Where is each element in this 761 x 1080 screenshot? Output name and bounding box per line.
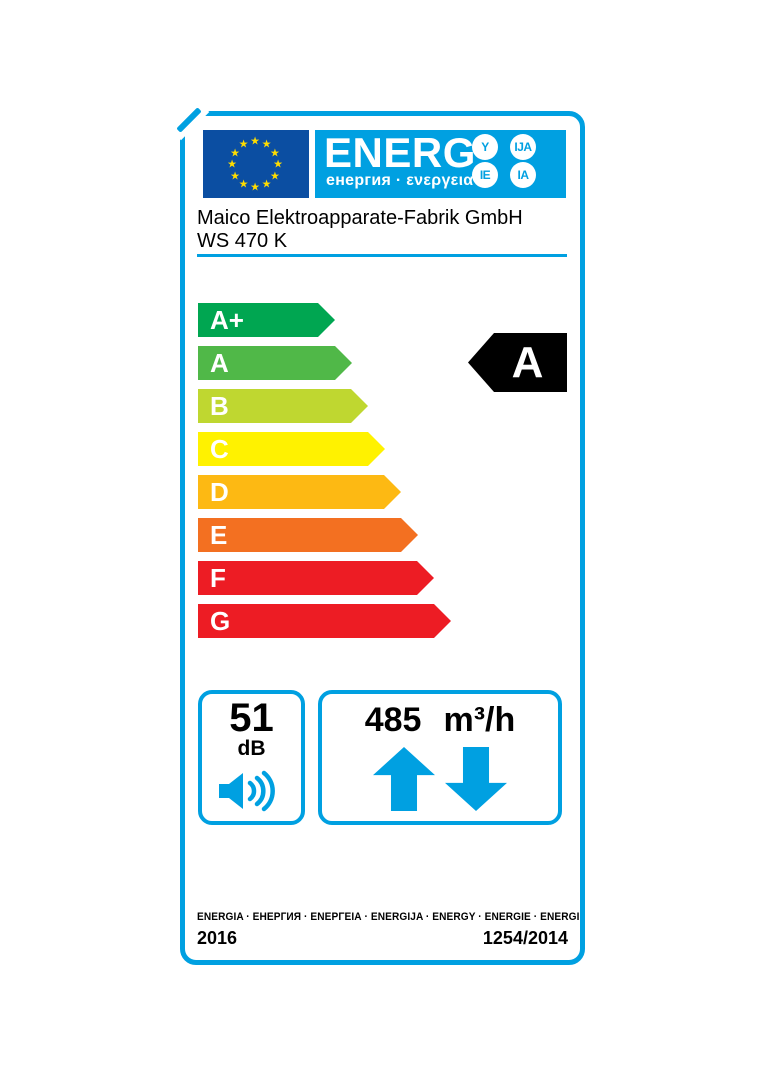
eu-star-icon: ★ (230, 146, 241, 159)
scale-row-f: F (198, 561, 434, 595)
scale-row-d: D (198, 475, 401, 509)
scale-row-g: G (198, 604, 451, 638)
supplier-name: Maico Elektroapparate-Fabrik GmbH (197, 207, 523, 229)
scale-grade-label: D (210, 477, 229, 507)
energ-logo-subtext: енергия · ενεργεια (326, 172, 474, 189)
scale-grade-label: F (210, 563, 226, 593)
noise-value: 51 (229, 696, 274, 740)
eu-star-icon: ★ (238, 137, 249, 151)
logo-suffix-ia: IA (510, 162, 536, 188)
model-name: WS 470 K (197, 230, 288, 252)
scale-row-c: C (198, 432, 385, 466)
scale-row-a: A (198, 346, 352, 380)
scale-grade-label: G (210, 606, 231, 636)
scale-row-e: E (198, 518, 418, 552)
energy-label: ★ ★ ★ ★ ★ ★ ★ ★ ★ ★ ★ ★ ENERG енергия · … (152, 83, 585, 965)
airflow-box: 485 m³/h (318, 690, 562, 825)
noise-unit: dB (237, 737, 266, 760)
eu-star-icon: ★ (261, 137, 272, 151)
speaker-icon (217, 768, 287, 819)
eu-star-icon: ★ (250, 134, 260, 148)
energ-logo: ENERG енергия · ενεργεια Y IJA IE IA (315, 129, 566, 198)
eu-star-icon: ★ (261, 177, 272, 191)
scale-grade-label: E (210, 520, 228, 550)
supplier-block: Maico Elektroapparate-Fabrik GmbH WS 470… (197, 207, 577, 253)
footer-languages: ENERGIA · ЕНЕРГИЯ · ΕΝΕΡΓΕΙΑ · ENERGIJA … (197, 911, 580, 923)
scale-row-b: B (198, 389, 368, 423)
scale-grade-label: A (210, 348, 229, 378)
rating-arrow: A (468, 333, 567, 392)
eu-star-icon: ★ (238, 177, 249, 191)
noise-box: 51 dB (198, 690, 305, 825)
eu-star-icon: ★ (227, 157, 237, 171)
airflow-unit: m³/h (443, 701, 516, 739)
rating-grade-label: A (511, 337, 544, 387)
energ-logo-text: ENERG (324, 129, 476, 176)
airflow-value: 485 (364, 701, 422, 739)
eu-star-icon: ★ (230, 169, 241, 182)
scale-grade-label: A+ (210, 305, 244, 335)
logo-suffix-y: Y (472, 134, 498, 160)
eu-star-icon: ★ (273, 157, 283, 171)
footer-year: 2016 (197, 928, 238, 948)
scale-row-a-plus: A+ (198, 303, 335, 337)
eu-star-icon: ★ (269, 146, 280, 159)
eu-star-icon: ★ (269, 169, 280, 182)
eu-flag: ★ ★ ★ ★ ★ ★ ★ ★ ★ ★ ★ ★ (203, 130, 309, 198)
scale-grade-label: B (210, 391, 229, 421)
scale-grade-label: C (210, 434, 229, 464)
logo-suffix-ija: IJA (510, 134, 536, 160)
airflow-up-arrow-icon (373, 747, 435, 811)
airflow-down-arrow-icon (445, 747, 507, 811)
footer-regulation: 1254/2014 (482, 928, 568, 948)
energ-logo-suffixes: Y IJA IE IA (472, 134, 538, 188)
logo-suffix-ie: IE (472, 162, 498, 188)
header-divider (197, 254, 567, 257)
eu-star-icon: ★ (250, 180, 260, 194)
